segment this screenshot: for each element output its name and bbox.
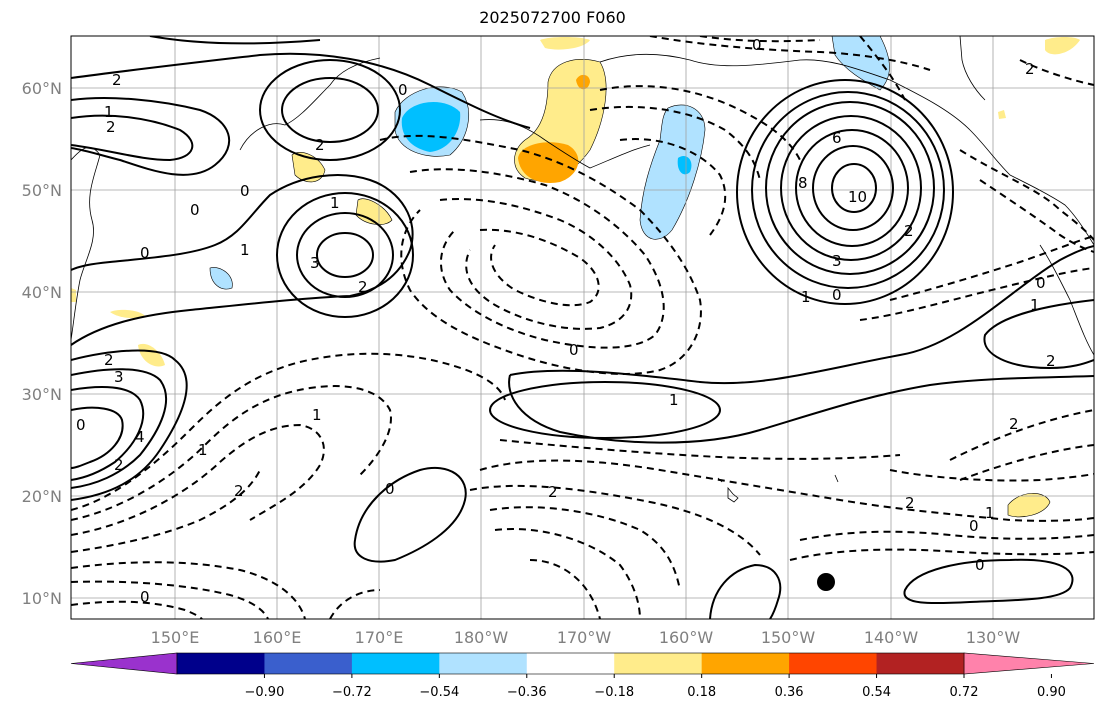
contour-label: 0 <box>969 517 979 535</box>
contour-label: 2 <box>106 118 116 136</box>
lon-tick-label: 170°W <box>557 628 612 647</box>
contour-label: 0 <box>975 556 985 574</box>
colorbar-tick-label: 0.18 <box>687 685 716 700</box>
contour-label: 1 <box>801 288 811 306</box>
lon-tick-label: 160°W <box>659 628 714 647</box>
contour-labels: 2 1 2 2 0 0 0 1 0 3 2 1 2 3 2 0 4 6 8 10… <box>76 36 1056 606</box>
storm-marker <box>817 573 835 591</box>
lon-tick-label: 140°W <box>864 628 919 647</box>
contour-label: 0 <box>569 341 579 359</box>
contour-label: 2 <box>315 136 325 154</box>
contour-label: 1 <box>985 504 995 522</box>
contour-label: 2 <box>114 456 124 474</box>
contour-label: 2 <box>112 71 122 89</box>
contour-label: 3 <box>832 252 842 270</box>
colorbar: −0.90 −0.72 −0.54 −0.36 −0.18 0.18 0.36 0.54 0.7… <box>70 652 1095 700</box>
contour-label: 0 <box>140 244 150 262</box>
colorbar-segment <box>526 653 615 674</box>
coastlines <box>71 36 1094 503</box>
colorbar-segment <box>177 653 265 674</box>
lon-tick-label: 180°W <box>454 628 509 647</box>
colorbar-tick-label: −0.72 <box>332 685 372 700</box>
contour-label: 0 <box>190 201 200 219</box>
lat-tick-label: 10°N <box>22 589 62 608</box>
contour-label: 0 <box>1036 274 1046 292</box>
contour-label: 1 <box>240 241 250 259</box>
contour-label: 2 <box>1025 60 1035 78</box>
contour-label: 1 <box>198 441 208 459</box>
contour-label: 0 <box>385 480 395 498</box>
colorbar-segment <box>439 653 528 674</box>
contour-label: 1 <box>1030 296 1040 314</box>
colorbar-segment <box>614 653 703 674</box>
contour-label: 2 <box>104 351 114 369</box>
colorbar-tick-label: −0.18 <box>594 685 634 700</box>
contour-label: 0 <box>398 81 408 99</box>
colorbar-tick-label: 0.72 <box>950 685 979 700</box>
lon-tick-label: 170°E <box>355 628 404 647</box>
lat-tick-label: 60°N <box>22 79 62 98</box>
contour-label: 4 <box>135 428 145 446</box>
contour-label: 1 <box>104 103 114 121</box>
contours-negative <box>71 36 1094 619</box>
colorbar-segment <box>876 653 965 674</box>
colorbar-extend-high <box>963 652 1095 675</box>
colorbar-tick-label: 0.90 <box>1037 685 1066 700</box>
contour-label: 3 <box>310 254 320 272</box>
colorbar-tick-label: −0.90 <box>245 685 285 700</box>
shaded-fills <box>71 36 1080 518</box>
colorbar-tick-label: 0.36 <box>775 685 804 700</box>
lon-tick-label: 160°E <box>253 628 302 647</box>
contour-label: 2 <box>234 482 244 500</box>
map-title: 2025072700 F060 <box>479 8 626 27</box>
contour-label: 2 <box>548 483 558 501</box>
lon-tick-label: 150°W <box>761 628 816 647</box>
colorbar-frame <box>176 652 965 675</box>
contour-label: 2 <box>905 494 915 512</box>
lat-tick-label: 50°N <box>22 181 62 200</box>
contour-label: 1 <box>669 391 679 409</box>
lon-tick-label: 150°E <box>151 628 200 647</box>
contour-label: 3 <box>114 368 124 386</box>
colorbar-tick-label: −0.36 <box>507 685 547 700</box>
contour-label: 0 <box>140 588 150 606</box>
contour-label: 2 <box>1046 352 1056 370</box>
plot-frame <box>70 35 1095 620</box>
contour-label: 6 <box>832 129 842 147</box>
contour-label: 0 <box>240 182 250 200</box>
lon-tick-label: 130°W <box>966 628 1021 647</box>
contour-label: 2 <box>904 222 914 240</box>
contour-label: 2 <box>358 278 368 296</box>
colorbar-segment <box>351 653 440 674</box>
lon-tick-labels: 150°E 160°E 170°E 180°W 170°W 160°W 150°… <box>151 628 1021 647</box>
contour-label: 0 <box>832 286 842 304</box>
contours-positive <box>71 36 1094 619</box>
colorbar-segment <box>789 653 878 674</box>
lat-tick-label: 40°N <box>22 283 62 302</box>
lat-tick-label: 20°N <box>22 487 62 506</box>
colorbar-tick-label: −0.54 <box>419 685 459 700</box>
colorbar-tick-label: 0.54 <box>862 685 891 700</box>
colorbar-segment <box>701 653 790 674</box>
contour-label: 2 <box>1009 415 1019 433</box>
contour-label: 1 <box>312 406 322 424</box>
contour-label: 0 <box>752 36 762 54</box>
lat-tick-labels: 60°N 50°N 40°N 30°N 20°N 10°N <box>22 79 62 608</box>
contour-label: 10 <box>848 188 867 206</box>
colorbar-extend-low <box>70 652 178 675</box>
colorbar-segment <box>264 653 353 674</box>
contour-label: 1 <box>330 194 340 212</box>
contour-label: 0 <box>76 416 86 434</box>
contour-label: 8 <box>798 174 808 192</box>
lat-tick-label: 30°N <box>22 385 62 404</box>
